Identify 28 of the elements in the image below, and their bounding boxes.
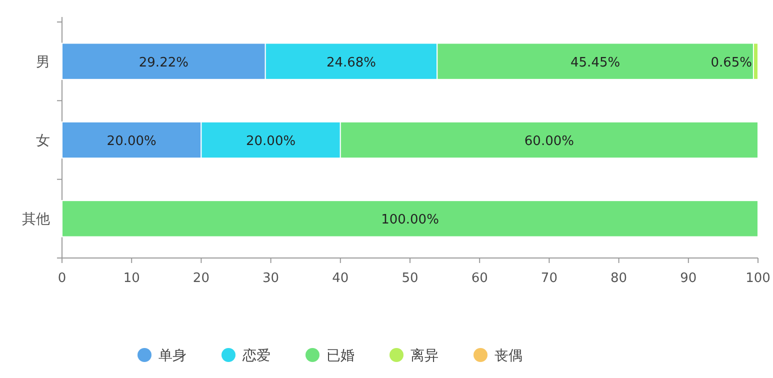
legend-label: 离异 — [410, 348, 438, 364]
data-label: 45.45% — [570, 55, 620, 70]
x-tick-label: 100 — [746, 271, 770, 286]
y-tick-label: 男 — [36, 54, 50, 70]
x-tick-label: 60 — [471, 271, 488, 286]
data-label: 0.65% — [710, 55, 752, 70]
data-label: 100.00% — [381, 212, 439, 228]
x-tick-label: 20 — [192, 271, 210, 286]
x-tick-label: 30 — [262, 271, 280, 286]
x-tick-label: 40 — [332, 271, 349, 286]
x-tick-label: 50 — [402, 271, 418, 286]
x-tick-label: 10 — [123, 271, 140, 286]
legend-label: 单身 — [158, 348, 186, 364]
x-tick-label: 0 — [58, 271, 66, 286]
data-label: 20.00% — [246, 134, 296, 149]
y-tick-label: 女 — [36, 133, 50, 149]
x-tick-label: 90 — [680, 271, 697, 286]
x-tick-label: 80 — [610, 271, 628, 286]
legend-label: 已婚 — [326, 348, 354, 364]
x-tick-label: 70 — [540, 271, 558, 286]
y-tick-label: 其他 — [22, 212, 50, 228]
data-label: 60.00% — [524, 134, 574, 149]
legend-label: 恋爱 — [242, 348, 270, 364]
data-label: 20.00% — [106, 134, 156, 149]
legend-label: 丧偶 — [494, 348, 522, 364]
bar — [62, 200, 758, 238]
data-label: 29.22% — [138, 55, 188, 70]
data-label: 24.68% — [326, 55, 376, 70]
